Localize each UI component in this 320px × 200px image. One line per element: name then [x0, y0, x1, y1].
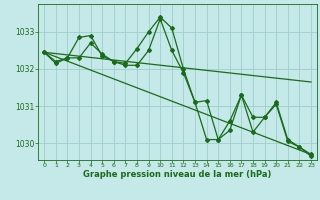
X-axis label: Graphe pression niveau de la mer (hPa): Graphe pression niveau de la mer (hPa) [84, 170, 272, 179]
